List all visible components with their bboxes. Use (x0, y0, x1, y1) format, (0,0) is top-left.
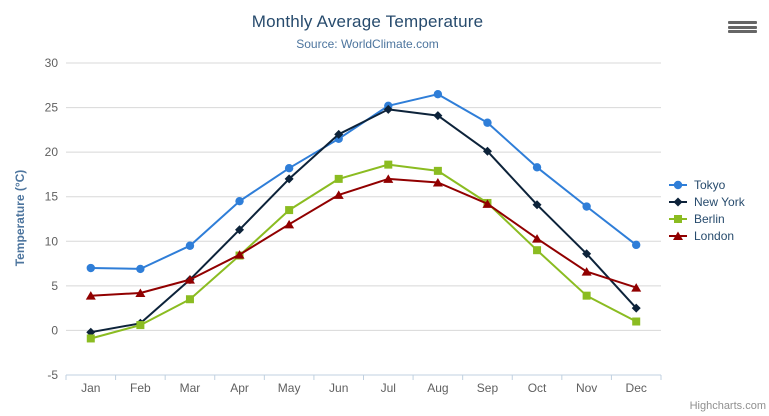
y-axis-label: 25 (45, 101, 59, 115)
legend-item-tokyo[interactable]: Tokyo (669, 176, 745, 193)
x-axis-label: Feb (130, 381, 151, 395)
series-marker-berlin (334, 174, 343, 183)
series-marker-new-york (532, 200, 542, 210)
legend-label: Berlin (694, 211, 725, 226)
series-marker-new-york (284, 174, 294, 184)
x-axis-label: Jan (81, 381, 100, 395)
y-axis-label: 10 (45, 234, 59, 248)
chart-subtitle: Source: WorldClimate.com (296, 37, 439, 51)
series-marker-tokyo (235, 196, 244, 206)
legend-symbol-triangle-icon (669, 231, 687, 240)
x-axis-label: Apr (230, 381, 249, 395)
series-marker-berlin (533, 246, 542, 255)
series-line-new-york (89, 108, 638, 334)
series-marker-tokyo (532, 163, 542, 172)
x-axis-label: Nov (576, 381, 597, 395)
series-marker-london (581, 267, 592, 276)
hamburger-menu-icon (728, 21, 757, 24)
x-axis-label: Jun (329, 381, 348, 395)
x-axis-label: Aug (427, 381, 448, 395)
series-marker-new-york (582, 249, 592, 259)
y-axis-label: 30 (45, 56, 59, 70)
legend-symbol-diamond-icon (669, 197, 687, 206)
legend: Tokyo New York Berlin London (669, 176, 745, 244)
series-marker-london (333, 190, 344, 199)
series-marker-berlin (582, 291, 591, 300)
x-axis-label: Dec (626, 381, 647, 395)
x-axis-label: May (278, 381, 301, 395)
x-axis-label: Mar (180, 381, 201, 395)
x-axis-label: Oct (528, 381, 547, 395)
series-marker-new-york (631, 303, 641, 313)
legend-label: New York (694, 194, 745, 209)
series-marker-london (482, 199, 493, 208)
series-marker-new-york (383, 104, 393, 114)
series-line-berlin (89, 163, 638, 340)
series-marker-berlin (433, 166, 442, 175)
series-marker-berlin (185, 295, 194, 304)
legend-item-new-york[interactable]: New York (669, 193, 745, 210)
hamburger-menu-icon (728, 30, 757, 33)
series-marker-new-york (482, 146, 492, 156)
series-marker-tokyo (582, 202, 591, 211)
series-marker-berlin (632, 317, 641, 326)
series-line-london (89, 177, 638, 297)
series-marker-tokyo (136, 264, 145, 274)
series-marker-london (284, 219, 295, 229)
series-marker-tokyo (433, 90, 443, 99)
hamburger-menu-icon (728, 25, 757, 29)
series-marker-tokyo (483, 118, 492, 127)
series-marker-tokyo (284, 163, 294, 173)
export-menu-button[interactable] (727, 19, 758, 35)
legend-symbol-square-icon (669, 214, 687, 223)
series-marker-london (383, 174, 394, 183)
series-marker-tokyo (632, 240, 641, 250)
legend-symbol-circle-icon (669, 180, 687, 189)
series-line-tokyo (89, 93, 638, 270)
series-marker-berlin (86, 334, 95, 343)
y-axis-label: 5 (51, 279, 58, 293)
series-marker-london (532, 234, 543, 243)
x-axis-label: Jul (381, 381, 396, 395)
legend-item-berlin[interactable]: Berlin (669, 210, 745, 227)
series-marker-berlin (384, 160, 393, 169)
series-marker-london (234, 250, 245, 259)
series-marker-london (184, 275, 195, 284)
series-marker-new-york (235, 225, 245, 235)
series-marker-new-york (334, 129, 344, 139)
series-marker-berlin (285, 206, 294, 215)
chart-title: Monthly Average Temperature (251, 12, 484, 31)
legend-item-london[interactable]: London (669, 227, 745, 244)
series-marker-london (135, 288, 146, 297)
credits-link[interactable]: Highcharts.com (689, 400, 766, 412)
series-marker-berlin (136, 321, 145, 330)
series-marker-new-york (433, 111, 443, 121)
legend-label: London (694, 228, 735, 243)
series-marker-tokyo (86, 263, 95, 273)
y-axis-label: -5 (47, 368, 58, 382)
series-marker-london (85, 291, 96, 300)
y-axis-label: 20 (45, 145, 59, 159)
y-axis-label: 15 (45, 190, 59, 204)
series-marker-london (631, 283, 642, 292)
series-marker-london (432, 177, 443, 187)
legend-label: Tokyo (694, 177, 726, 192)
series-marker-tokyo (185, 241, 195, 250)
y-axis-label: 0 (51, 323, 58, 337)
x-axis-label: Sep (477, 381, 499, 395)
